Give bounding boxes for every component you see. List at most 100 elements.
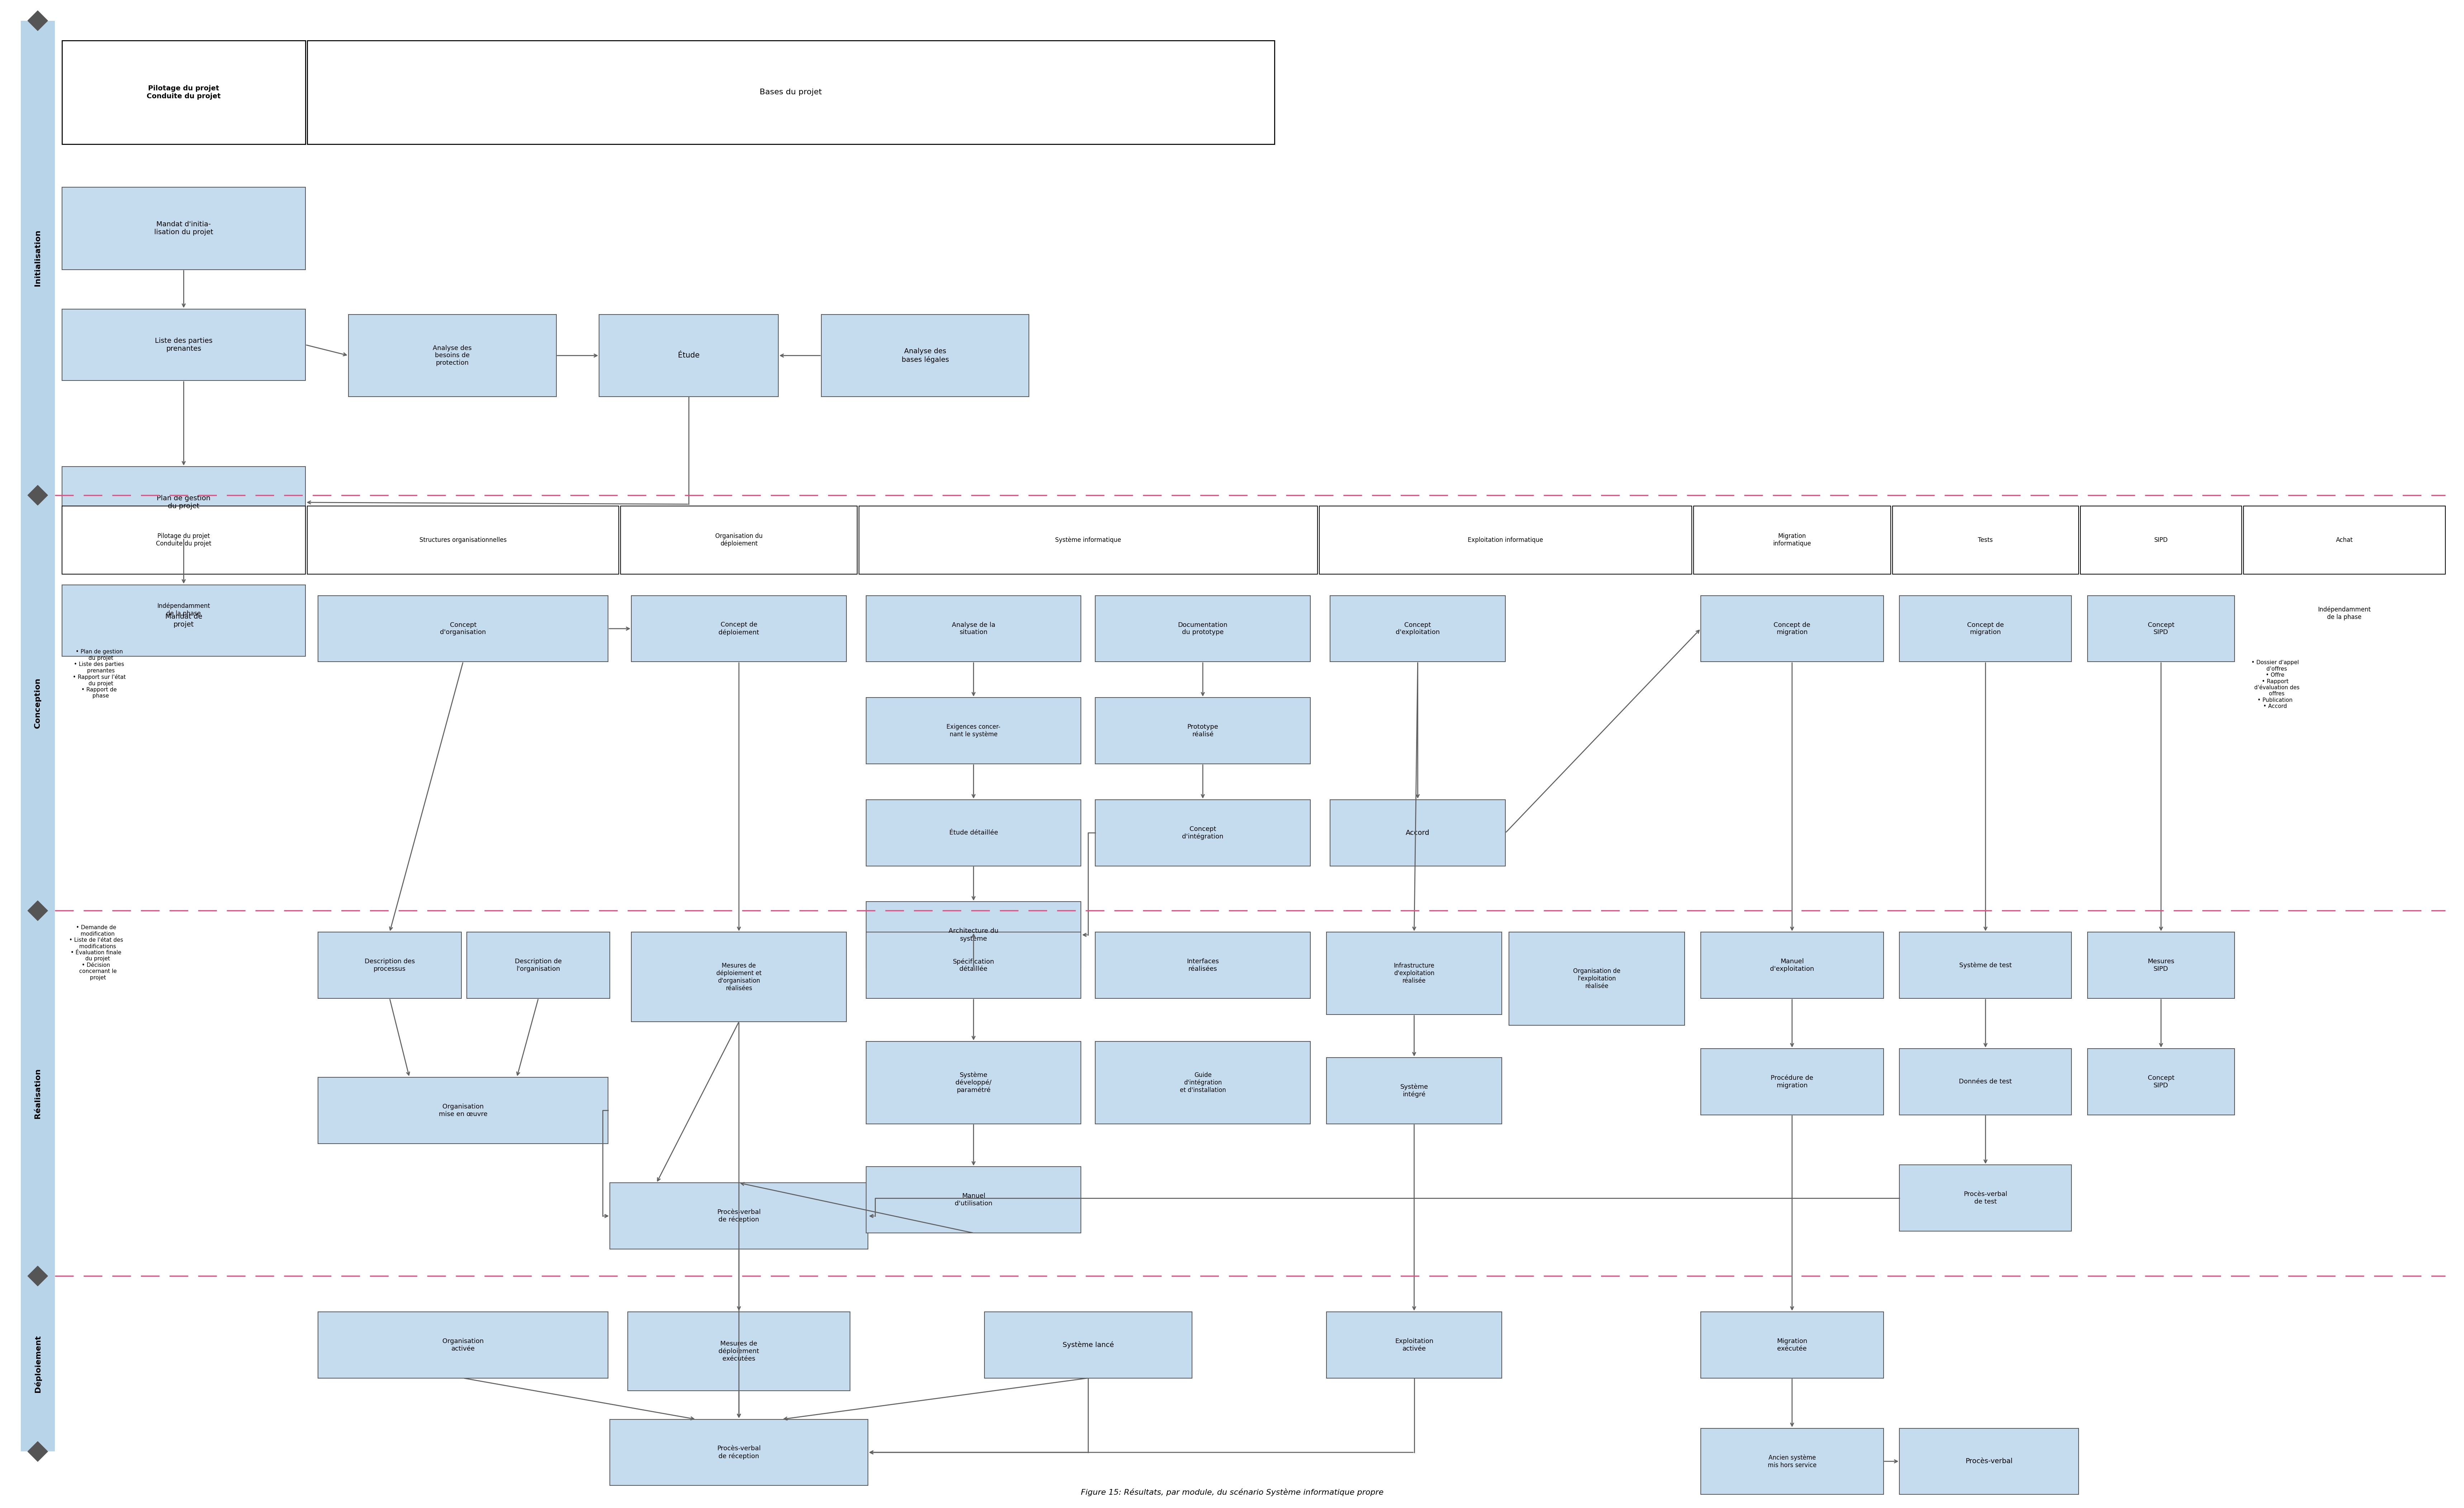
Text: • Plan de gestion
  du projet
• Liste des parties
  prenantes
• Rapport sur l'ét: • Plan de gestion du projet • Liste des … [71,650,126,698]
Text: Système lancé: Système lancé [1062,1341,1114,1348]
Text: Procès-verbal
de réception: Procès-verbal de réception [717,1209,761,1223]
Text: Mesures
SIPD: Mesures SIPD [2146,959,2173,973]
Bar [318,1312,609,1378]
Bar [865,902,1082,968]
Bar [1094,799,1311,866]
Text: Mesures de
déploiement et
d'organisation
réalisées: Mesures de déploiement et d'organisation… [717,962,761,991]
Text: Architecture du
système: Architecture du système [949,927,998,942]
Text: Interfaces
réalisées: Interfaces réalisées [1188,959,1220,973]
Bar [1693,507,1890,575]
Bar [347,314,557,397]
Bar [631,596,845,662]
Bar [865,596,1082,662]
Bar [865,1167,1082,1234]
Bar [20,911,54,1276]
Bar [1331,596,1506,662]
Bar [62,585,306,656]
Bar [1094,1042,1311,1123]
Bar [599,314,779,397]
Bar [308,507,618,575]
Text: SIPD: SIPD [2154,537,2168,543]
Text: Initialisation: Initialisation [34,229,42,287]
Text: Indépendamment
de la phase: Indépendamment de la phase [2319,606,2370,620]
Bar [318,932,461,998]
Text: Analyse des
besoins de
protection: Analyse des besoins de protection [434,345,471,366]
Bar [62,309,306,380]
Text: Ancien système
mis hors service: Ancien système mis hors service [1767,1454,1816,1469]
Text: Concept
SIPD: Concept SIPD [2149,1075,2173,1089]
Bar [1700,1048,1882,1114]
Text: Système de test: Système de test [1959,962,2011,968]
Text: Migration
informatique: Migration informatique [1772,532,1811,547]
Text: Concept de
migration: Concept de migration [1966,621,2003,635]
Bar [865,932,1082,998]
Bar [62,187,306,270]
Text: • Demande de
  modification
• Liste de l'état des
  modifications
• Évaluation f: • Demande de modification • Liste de l'é… [69,924,123,980]
Text: Mandat d'initia-
lisation du projet: Mandat d'initia- lisation du projet [155,222,214,235]
Text: Manuel
d'utilisation: Manuel d'utilisation [954,1193,993,1206]
Bar [318,596,609,662]
Text: Infrastructure
d'exploitation
réalisée: Infrastructure d'exploitation réalisée [1395,962,1434,985]
Bar [1900,1048,2072,1114]
Bar [20,21,54,495]
Text: Réalisation: Réalisation [34,1068,42,1119]
Bar [20,1276,54,1452]
Text: Analyse des
bases légales: Analyse des bases légales [902,348,949,363]
Text: Procès-verbal
de test: Procès-verbal de test [1964,1191,2008,1205]
Bar [1331,799,1506,866]
Bar [318,1077,609,1143]
Text: Plan de gestion
du projet: Plan de gestion du projet [158,495,209,510]
Text: Étude détaillée: Étude détaillée [949,829,998,835]
Text: Système
intégré: Système intégré [1400,1084,1429,1098]
Text: Exigences concer-
nant le système: Exigences concer- nant le système [946,724,1000,737]
Bar [611,1182,867,1249]
Text: Conception: Conception [34,677,42,728]
Text: Documentation
du prototype: Documentation du prototype [1178,621,1227,635]
Bar [865,1042,1082,1123]
Bar [865,698,1082,765]
Text: Système informatique: Système informatique [1055,537,1121,543]
Bar [1318,507,1690,575]
Bar [1892,507,2077,575]
Text: Spécification
détaillée: Spécification détaillée [954,958,993,973]
Text: Procès-verbal
de réception: Procès-verbal de réception [717,1445,761,1460]
Text: Description de
l'organisation: Description de l'organisation [515,959,562,973]
Bar [1700,1428,1882,1494]
Text: Mesures de
déploiement
exécutées: Mesures de déploiement exécutées [719,1341,759,1362]
Text: Exploitation
activée: Exploitation activée [1395,1338,1434,1351]
Text: Procédure de
migration: Procédure de migration [1772,1075,1814,1089]
Bar [2242,507,2444,575]
Text: Pilotage du projet
Conduite du projet: Pilotage du projet Conduite du projet [148,84,222,100]
Text: Organisation du
déploiement: Organisation du déploiement [715,532,761,547]
Bar [1900,1428,2077,1494]
Bar [821,314,1030,397]
Bar [20,495,54,911]
Bar [2087,932,2235,998]
Bar [1700,1312,1882,1378]
Bar [62,466,306,538]
Bar [1094,932,1311,998]
Text: Liste des parties
prenantes: Liste des parties prenantes [155,338,212,353]
Bar [983,1312,1193,1378]
Text: Concept de
déploiement: Concept de déploiement [719,621,759,636]
Text: Mandat de
projet: Mandat de projet [165,614,202,627]
Bar [1094,698,1311,765]
Text: Structures organisationnelles: Structures organisationnelles [419,537,508,543]
Polygon shape [27,486,47,505]
Text: Concept de
migration: Concept de migration [1774,621,1811,635]
Bar [308,41,1274,145]
Bar [1094,596,1311,662]
Text: Guide
d'intégration
et d'installation: Guide d'intégration et d'installation [1180,1072,1225,1093]
Text: Concept
d'organisation: Concept d'organisation [441,621,485,635]
Text: Tests: Tests [1979,537,1993,543]
Bar [621,507,857,575]
Text: Étude: Étude [678,351,700,359]
Text: Achat: Achat [2336,537,2353,543]
Bar [2087,1048,2235,1114]
Text: • Dossier d'appel
  d'offres
• Offre
• Rapport
  d'évaluation des
  offres
• Pub: • Dossier d'appel d'offres • Offre • Rap… [2250,661,2299,709]
Text: Indépendamment
de la phase: Indépendamment de la phase [158,603,209,617]
Bar [466,932,611,998]
Bar [860,507,1318,575]
Text: Analyse de la
situation: Analyse de la situation [951,621,995,635]
Text: Manuel
d'exploitation: Manuel d'exploitation [1769,959,1814,973]
